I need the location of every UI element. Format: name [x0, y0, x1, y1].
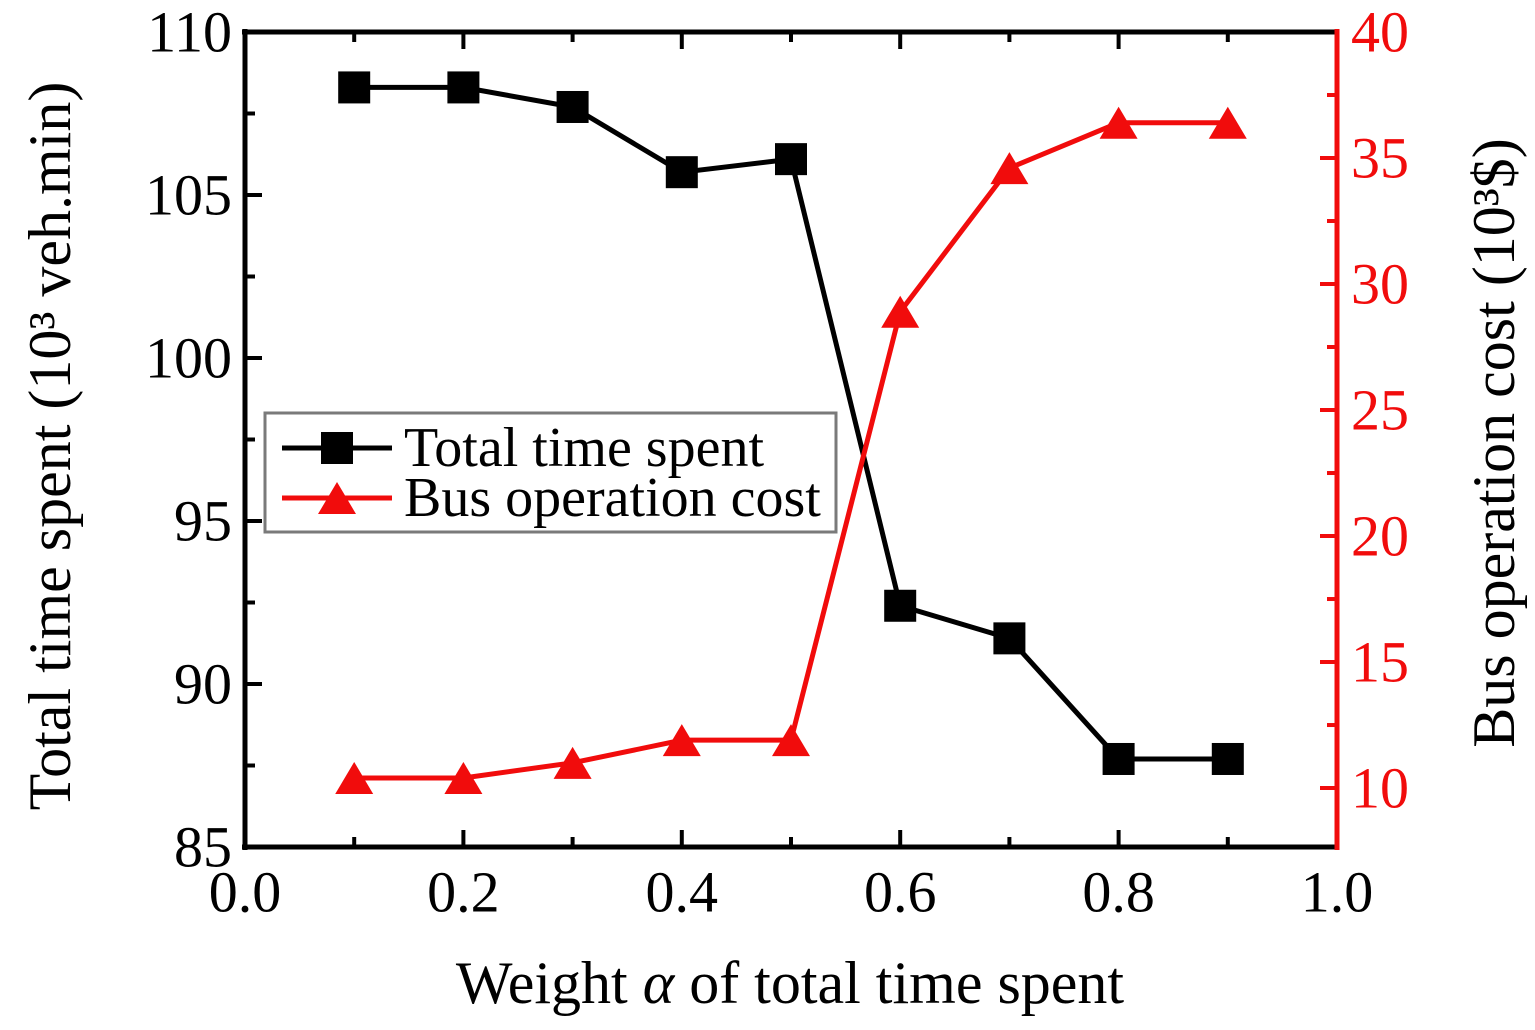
legend-label-total-time-spent: Total time spent — [404, 417, 764, 479]
y-right-tick-label: 30 — [1351, 252, 1409, 317]
y-left-tick-label: 100 — [145, 326, 232, 391]
square-marker — [447, 71, 480, 104]
x-tick-label: 0.8 — [1082, 860, 1155, 925]
triangle-marker — [662, 724, 701, 757]
series-square — [338, 71, 1244, 775]
y-right-tick-label: 25 — [1351, 378, 1409, 443]
y-right-tick-label: 40 — [1351, 0, 1409, 65]
triangle-marker — [335, 761, 374, 794]
legend-square-marker — [321, 432, 353, 464]
square-marker — [993, 622, 1026, 655]
legend-label-bus-operation-cost: Bus operation cost — [404, 467, 821, 529]
y-left-tick-label: 105 — [145, 163, 232, 228]
y-right-axis-title: Bus operation cost (10³$) — [1461, 138, 1527, 748]
triangle-marker — [772, 724, 810, 757]
y-left-tick-label: 85 — [174, 815, 232, 880]
triangle-marker — [1208, 106, 1247, 139]
series-triangle — [335, 106, 1247, 794]
legend: Total time spent Bus operation cost — [263, 411, 838, 534]
data-series — [335, 71, 1247, 794]
y-right-tick-label: 15 — [1351, 630, 1409, 695]
legend-triangle-marker — [318, 482, 356, 514]
square-marker — [338, 71, 371, 104]
square-marker — [1102, 742, 1135, 775]
triangle-marker — [444, 761, 483, 794]
triangle-marker — [990, 152, 1029, 185]
x-tick-label: 0.2 — [427, 860, 500, 925]
y-left-axis-title: Total time spent (10³ veh.min) — [17, 82, 83, 811]
legend-samples — [282, 432, 392, 514]
square-marker — [556, 90, 589, 123]
x-tick-label: 0.0 — [209, 860, 282, 925]
square-marker — [884, 589, 917, 622]
triangle-marker — [881, 295, 920, 328]
y-right-tick-label: 35 — [1351, 126, 1409, 191]
x-tick-label: 1.0 — [1301, 860, 1374, 925]
y-left-tick-label: 90 — [174, 652, 232, 717]
square-marker — [665, 156, 698, 189]
legend-box — [263, 411, 838, 534]
x-tick-label: 0.6 — [864, 860, 937, 925]
y-right-tick-label: 10 — [1351, 756, 1409, 821]
square-marker — [1211, 742, 1244, 775]
triangle-marker — [553, 746, 592, 779]
y-left-tick-label: 110 — [147, 0, 232, 65]
triangle-marker — [1099, 106, 1138, 139]
y-left-tick-label: 95 — [174, 489, 232, 554]
square-marker — [775, 143, 807, 176]
axis-tick-labels: 0.0 0.2 0.4 0.6 0.8 1.0 85 90 95 100 105 110 10 15 20 2… — [145, 0, 1409, 925]
plot-spines — [242, 29, 1340, 850]
x-axis-title: Weight α of total time spent — [456, 950, 1125, 1016]
x-tick-label: 0.4 — [646, 860, 719, 925]
y-right-tick-label: 20 — [1351, 504, 1409, 569]
